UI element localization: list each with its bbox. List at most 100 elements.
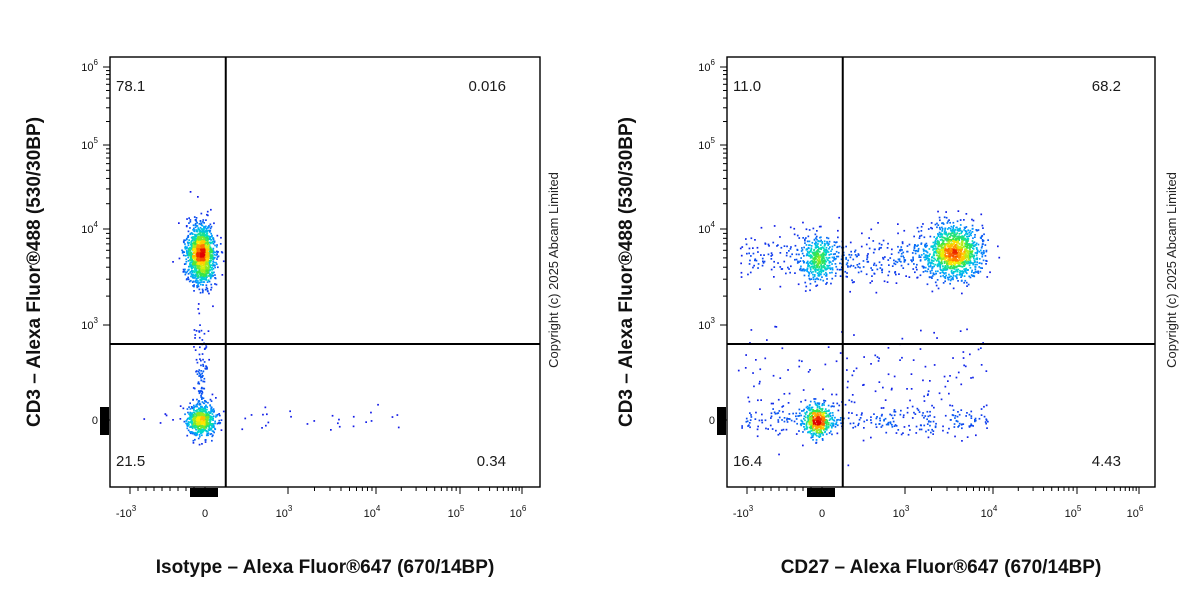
event-dot	[823, 416, 826, 419]
event-dot	[201, 386, 203, 389]
event-dot	[193, 290, 195, 292]
event-dot	[974, 419, 977, 422]
event-dot	[826, 414, 829, 417]
event-dot	[971, 251, 973, 253]
event-dot	[920, 230, 923, 232]
event-dot	[801, 249, 804, 251]
event-dot	[932, 272, 935, 275]
event-dot	[818, 251, 821, 253]
event-dot	[911, 260, 913, 263]
event-dot	[195, 237, 197, 240]
event-dot	[188, 406, 190, 408]
event-dot	[958, 252, 961, 254]
event-dot	[191, 239, 194, 242]
event-dot	[806, 267, 809, 270]
event-dot	[897, 232, 899, 235]
event-dot	[887, 373, 890, 376]
event-dot	[964, 268, 967, 270]
event-dot	[935, 252, 938, 254]
event-dot	[193, 266, 195, 269]
event-dot	[213, 222, 215, 225]
event-dot	[805, 254, 808, 257]
event-dot	[817, 243, 819, 245]
event-dot	[933, 257, 935, 260]
event-dot	[958, 249, 960, 251]
event-dot	[196, 251, 199, 253]
event-dot	[761, 421, 764, 424]
y-tick-label: 105	[81, 136, 98, 152]
event-dot	[980, 414, 983, 416]
event-dot	[805, 422, 808, 424]
event-dot	[754, 418, 757, 420]
event-dot	[955, 259, 957, 262]
event-dot	[216, 234, 219, 237]
event-dot	[825, 251, 828, 254]
event-dot	[825, 271, 827, 274]
event-dot	[961, 230, 964, 233]
event-dot	[834, 253, 836, 255]
event-dot	[824, 410, 826, 413]
event-dot	[955, 419, 958, 422]
event-dot	[186, 427, 189, 430]
event-dot	[757, 267, 759, 269]
event-dot	[829, 261, 832, 263]
event-dot	[817, 253, 820, 255]
event-dot	[854, 250, 856, 253]
event-dot	[831, 393, 833, 396]
event-dot	[933, 251, 935, 254]
event-dot	[181, 249, 183, 252]
event-dot	[950, 251, 953, 253]
event-dot	[849, 265, 851, 268]
event-dot	[945, 242, 948, 245]
event-dot	[940, 261, 942, 264]
event-dot	[825, 253, 827, 256]
event-dot	[265, 424, 267, 427]
event-dot	[205, 273, 208, 275]
event-dot	[939, 236, 941, 238]
event-dot	[801, 268, 804, 271]
event-dot	[877, 360, 880, 362]
event-dot	[917, 409, 920, 411]
event-dot	[807, 420, 809, 423]
event-dot	[760, 226, 763, 229]
event-dot	[184, 268, 186, 271]
event-dot	[808, 255, 810, 257]
event-dot	[757, 263, 760, 265]
event-dot	[985, 370, 988, 372]
event-dot	[839, 419, 841, 421]
event-dot	[831, 245, 834, 248]
event-dot	[759, 368, 762, 371]
event-dot	[192, 439, 195, 442]
event-dot	[198, 241, 201, 243]
event-dot	[207, 235, 210, 238]
event-dot	[194, 274, 197, 277]
event-dot	[950, 254, 953, 257]
event-dot	[966, 285, 968, 287]
event-dot	[851, 374, 854, 377]
event-dot	[933, 236, 936, 238]
event-dot	[192, 244, 195, 246]
event-dot	[193, 237, 196, 240]
event-dot	[203, 377, 206, 380]
event-dot	[955, 226, 957, 229]
event-dot	[840, 258, 843, 261]
event-dot	[964, 263, 967, 266]
event-dot	[985, 422, 987, 425]
event-dot	[936, 241, 939, 244]
event-dot	[931, 227, 933, 230]
event-dot	[956, 273, 958, 276]
event-dot	[825, 410, 828, 413]
event-dot	[206, 213, 208, 216]
event-dot	[828, 432, 831, 434]
event-dot	[748, 247, 751, 250]
event-dot	[969, 248, 971, 251]
event-dot	[211, 266, 214, 269]
event-dot	[182, 240, 185, 243]
event-dot	[855, 255, 858, 258]
event-dot	[963, 275, 966, 277]
event-dot	[820, 414, 822, 416]
event-dot	[205, 269, 207, 272]
event-dot	[872, 240, 875, 242]
event-dot	[793, 233, 796, 236]
event-dot	[198, 392, 201, 395]
